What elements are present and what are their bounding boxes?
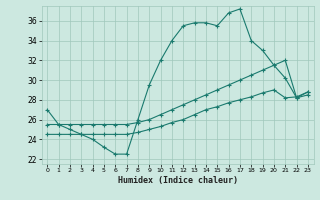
X-axis label: Humidex (Indice chaleur): Humidex (Indice chaleur) (118, 176, 237, 185)
